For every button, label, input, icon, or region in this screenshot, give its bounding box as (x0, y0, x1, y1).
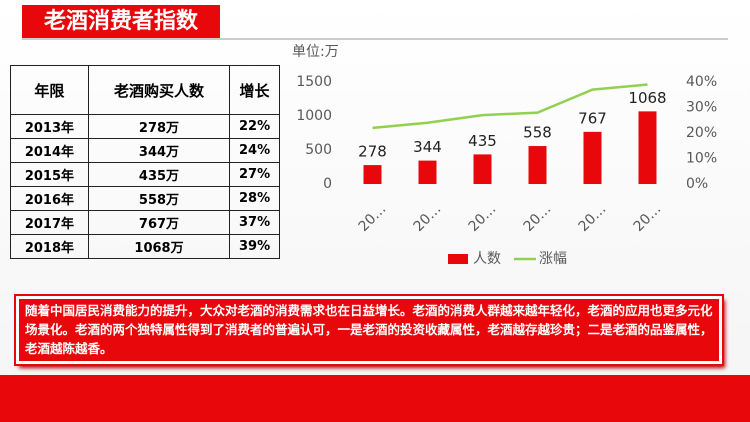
cell: 37% (229, 210, 280, 235)
cell: 27% (229, 162, 280, 187)
bar (418, 160, 437, 184)
data-label: 1068 (628, 89, 666, 107)
x-tick-label: 20… (631, 201, 665, 235)
note: 随着中国居民消费能力的提升，大众对老酒的消费需求也在日益增长。老酒的消费人群越来… (14, 294, 724, 366)
cell: 344万 (87, 138, 231, 163)
legend-label: 涨幅 (539, 251, 567, 267)
cell: 2018年 (10, 234, 89, 259)
x-tick-label: 20… (411, 201, 445, 235)
cell: 22% (229, 114, 280, 139)
cell: 435万 (87, 162, 231, 187)
row: 2016年 558万 28% (10, 186, 280, 211)
y2-tick-label: 10% (686, 151, 717, 167)
cell: 558万 (87, 186, 231, 211)
x-tick-label: 20… (521, 201, 555, 235)
y-tick-label: 1000 (296, 108, 332, 124)
cell: 2017年 (10, 210, 89, 235)
column-header: 增长 (229, 65, 280, 115)
cell: 1068万 (87, 234, 231, 259)
legend-swatch (448, 254, 468, 264)
cell: 39% (229, 234, 280, 259)
data-label: 767 (578, 109, 607, 127)
header-row: 年限 老酒购买人数 增长 (10, 65, 280, 115)
row: 2014年 344万 24% (10, 138, 280, 163)
cell: 2014年 (10, 138, 89, 163)
cell: 278万 (87, 114, 231, 139)
x-tick-label: 20… (356, 201, 390, 235)
line (372, 83, 648, 130)
table: 年限 老酒购买人数 增长 2013年 278万 22% 2014年 344万 24% 2015年 4… (10, 65, 280, 259)
x-tick-label: 20… (466, 201, 500, 235)
title: 老酒消费者指数 (22, 5, 220, 38)
y-tick-label: 0 (323, 176, 332, 192)
bar (363, 165, 382, 184)
row: 2015年 435万 27% (10, 162, 280, 187)
column-header: 年限 (10, 65, 89, 115)
divider (22, 38, 728, 40)
bar (638, 111, 657, 184)
data-label: 344 (413, 138, 442, 156)
cell: 24% (229, 138, 280, 163)
y-tick-label: 1500 (296, 74, 332, 90)
data-label: 278 (358, 143, 387, 161)
x-tick-label: 20… (576, 201, 610, 235)
legend-label: 人数 (473, 251, 501, 267)
y-tick-label: 500 (305, 142, 332, 158)
row: 2018年 1068万 39% (10, 234, 280, 259)
cell: 2013年 (10, 114, 89, 139)
column-header: 老酒购买人数 (87, 65, 231, 115)
bar (583, 131, 602, 184)
bar (473, 154, 492, 184)
y2-tick-label: 20% (686, 125, 717, 141)
chart: 单位:万 0 500 1000 1500 0% 10% 20% 30% 40% 278 344 435 5… (292, 44, 717, 267)
data-label: 435 (468, 132, 497, 150)
footer-band (0, 375, 750, 422)
y2-tick-label: 0% (686, 176, 708, 192)
unit-label: 单位:万 (292, 44, 339, 60)
cell: 28% (229, 186, 280, 211)
data-label: 558 (523, 124, 552, 142)
y2-tick-label: 30% (686, 100, 717, 116)
bar (528, 146, 547, 184)
y2-tick-label: 40% (686, 74, 717, 90)
row: 2013年 278万 22% (10, 114, 280, 139)
cell: 2016年 (10, 186, 89, 211)
